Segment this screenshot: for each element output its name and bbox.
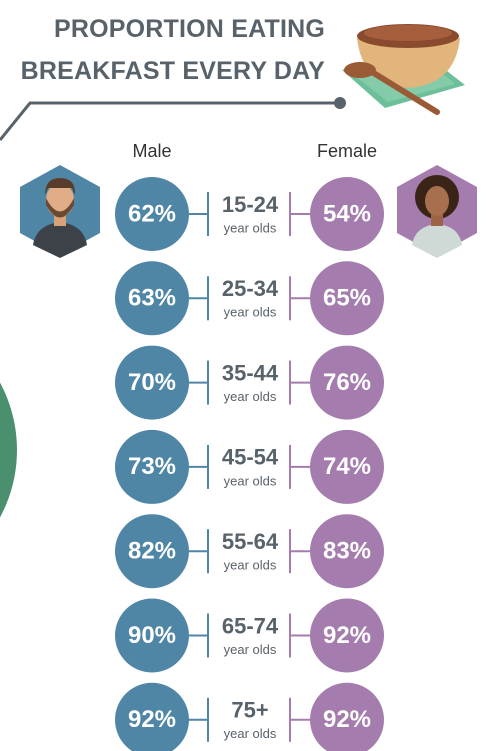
value-circle <box>115 682 189 751</box>
value-circle <box>310 261 384 336</box>
value-circle <box>310 345 384 420</box>
unit-label: year olds <box>224 473 277 488</box>
unit-label: year olds <box>224 305 277 320</box>
value-circle <box>115 598 189 673</box>
value-label: 73% <box>128 453 176 480</box>
value-label: 63% <box>128 285 176 312</box>
rule-dot <box>334 97 346 109</box>
female-avatar <box>397 165 477 258</box>
category-label: 35-44 <box>222 360 279 385</box>
value-label: 92% <box>323 622 371 649</box>
unit-label: year olds <box>224 558 277 573</box>
category-label: 45-54 <box>222 445 279 470</box>
unit-label: year olds <box>224 726 277 741</box>
value-label: 62% <box>128 200 176 227</box>
title-rule <box>0 101 340 141</box>
value-label: 92% <box>323 706 371 733</box>
category-label: 75+ <box>231 698 268 723</box>
category-label: 65-74 <box>222 613 279 638</box>
category-label: 55-64 <box>222 529 279 554</box>
value-circle <box>115 345 189 420</box>
value-label: 70% <box>128 369 176 396</box>
value-circle <box>115 514 189 589</box>
value-label: 54% <box>323 200 371 227</box>
value-label: 65% <box>323 285 371 312</box>
category-label: 25-34 <box>222 276 279 301</box>
value-label: 83% <box>323 538 371 565</box>
legend-label: Male <box>132 141 171 161</box>
value-circle <box>310 598 384 673</box>
value-circle <box>310 429 384 504</box>
bowl-illustration <box>342 24 465 115</box>
value-circle <box>115 429 189 504</box>
unit-label: year olds <box>224 642 277 657</box>
category-label: 15-24 <box>222 192 279 217</box>
value-circle <box>310 682 384 751</box>
value-label: 76% <box>323 369 371 396</box>
value-label: 92% <box>128 706 176 733</box>
value-circle <box>115 261 189 336</box>
value-label: 90% <box>128 622 176 649</box>
male-avatar <box>20 165 100 258</box>
value-circle <box>115 177 189 251</box>
value-circle <box>310 177 384 251</box>
value-label: 82% <box>128 538 176 565</box>
decor-circle <box>0 382 17 518</box>
unit-label: year olds <box>224 389 277 404</box>
value-circle <box>310 514 384 589</box>
title: PROPORTION EATING BREAKFAST EVERY DAY <box>20 15 325 85</box>
legend-label: Female <box>317 141 377 161</box>
unit-label: year olds <box>224 220 277 235</box>
value-label: 74% <box>323 453 371 480</box>
